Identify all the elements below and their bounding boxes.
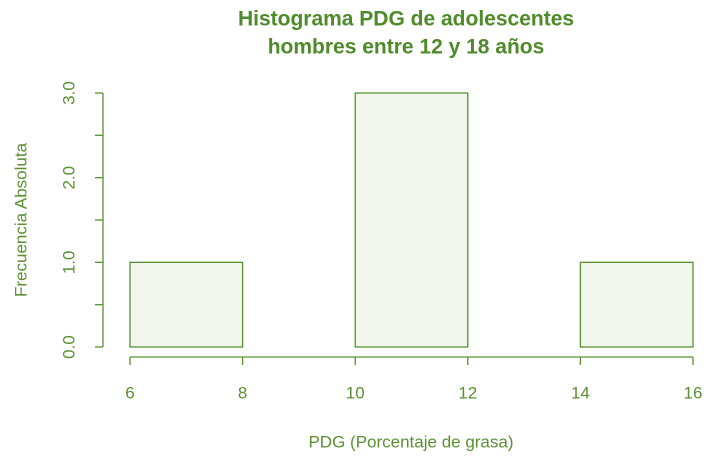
y-tick-label: 2.0	[59, 166, 78, 190]
y-axis-label: Frecuencia Absoluta	[11, 142, 30, 297]
bar	[129, 261, 244, 348]
x-tick-label: 10	[346, 383, 365, 402]
chart-title: hombres entre 12 y 18 años	[268, 36, 545, 59]
bar	[579, 261, 694, 348]
x-axis-label: PDG (Porcentaje de grasa)	[308, 432, 513, 451]
y-tick-label: 3.0	[59, 81, 78, 105]
x-tick-label: 8	[238, 383, 247, 402]
x-tick-label: 12	[458, 383, 477, 402]
x-tick-label: 6	[125, 383, 134, 402]
y-tick-label: 0.0	[59, 335, 78, 359]
chart-title: Histograma PDG de adolescentes	[238, 8, 574, 31]
x-tick-label: 16	[684, 383, 703, 402]
y-tick-label: 1.0	[59, 251, 78, 275]
x-tick-label: 14	[571, 383, 590, 402]
bar	[354, 92, 469, 348]
